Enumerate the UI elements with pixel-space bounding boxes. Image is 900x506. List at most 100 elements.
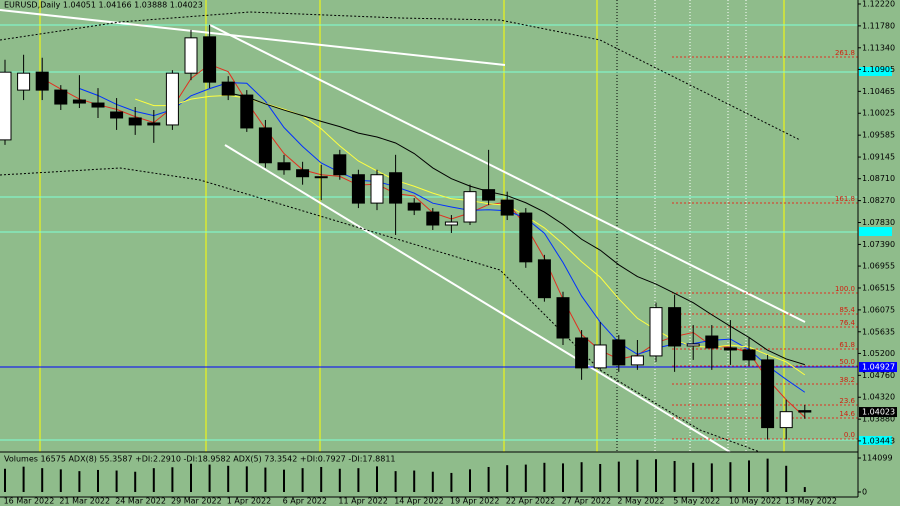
candle-body: [649, 307, 663, 357]
candle-body: [17, 72, 31, 91]
candle-body: [742, 349, 756, 361]
candle-body: [668, 307, 682, 347]
volume-bar: [22, 466, 25, 492]
fib-level-label: 38.2: [839, 376, 855, 384]
volume-bar: [580, 462, 583, 492]
price-marker: [859, 362, 897, 373]
y-tick-label: 1.03880: [862, 415, 895, 424]
candle-body: [444, 221, 458, 226]
fib-level-label: 14.6: [839, 410, 855, 418]
x-tick-label: 21 Mar 2022: [59, 497, 110, 506]
candle-body: [91, 102, 105, 108]
fib-level-label: 161.8: [835, 195, 855, 203]
candle-body: [165, 72, 179, 126]
volume-bar: [543, 462, 546, 492]
y-tick-label: 1.10905: [862, 65, 895, 74]
volume-bar: [4, 468, 6, 492]
candle-body: [761, 359, 775, 429]
y-tick-label: 1.07830: [862, 218, 895, 227]
candle-body: [519, 212, 533, 263]
trend-lines: [0, 9, 806, 453]
candle-body: [351, 174, 365, 204]
fib-level-label: 23.6: [839, 397, 855, 405]
moving-average: [228, 92, 805, 366]
fib-level-label: 261.8: [835, 49, 855, 57]
price-marker: [859, 407, 897, 418]
candle-body: [407, 202, 421, 211]
volume-bar: [710, 463, 713, 492]
x-tick-label: 13 May 2022: [785, 497, 837, 506]
candle-body: [426, 211, 440, 226]
volume-bar: [673, 461, 676, 492]
volume-bar: [301, 468, 304, 492]
candle-body: [277, 162, 291, 171]
volume-bar: [766, 458, 769, 492]
volume-bar: [171, 467, 174, 492]
fib-level-label: 0.0: [844, 431, 855, 439]
price-marker-label: 1.04023: [862, 408, 895, 417]
candle-body: [0, 71, 12, 141]
y-tick-label: 1.10465: [862, 87, 895, 96]
x-tick-label: 27 Apr 2022: [562, 497, 611, 506]
y-tick-label: 1.04320: [862, 393, 895, 402]
y-tick-label: 1.06955: [862, 262, 895, 271]
plot-area: [0, 24, 858, 440]
y-tick-label: 1.09145: [862, 153, 895, 162]
envelope-lines: [0, 11, 801, 453]
candle-body: [314, 176, 328, 179]
candle-body: [723, 347, 737, 351]
volume-bar: [208, 464, 211, 492]
candle-body: [593, 344, 607, 369]
volume-bar: [599, 463, 602, 492]
volume-bar: [264, 467, 267, 492]
volume-bar: [97, 469, 99, 492]
candle-body: [128, 117, 142, 126]
y-tick-label: 1.10025: [862, 109, 895, 118]
y-tick-label: 1.09585: [862, 131, 895, 140]
y-tick-label: 1.08710: [862, 174, 895, 183]
volume-bar: [748, 460, 750, 492]
x-tick-label: 24 Mar 2022: [115, 497, 166, 506]
candle-body: [500, 199, 514, 216]
volume-bar: [506, 465, 509, 492]
volume-bar: [692, 462, 695, 492]
candle-body: [537, 259, 551, 299]
volume-bar: [469, 469, 471, 492]
y-tick-label: 1.08270: [862, 196, 895, 205]
volume-bar: [655, 459, 657, 492]
volume-bar: [357, 468, 360, 492]
candle-body: [630, 355, 644, 366]
fib-level-label: 50.0: [839, 358, 855, 366]
y-tick-label: 1.05635: [862, 327, 895, 336]
volume-label: Volumes 16575 ADX(8) 55.3587 +DI:2.2910 …: [4, 455, 396, 464]
volume-bar: [78, 471, 81, 492]
candle-body: [333, 154, 347, 176]
volume-bar: [152, 468, 155, 492]
x-tick-label: 6 Apr 2022: [283, 497, 327, 506]
fib-level-label: 76.4: [839, 319, 855, 327]
candle-body: [203, 36, 217, 83]
volume-bar: [190, 463, 192, 492]
volume-bar: [450, 472, 453, 492]
volume-bar: [636, 459, 639, 492]
x-tick-label: 5 May 2022: [673, 497, 720, 506]
volume-bar: [134, 471, 137, 492]
volume-bar: [283, 469, 285, 492]
candle-body: [35, 71, 49, 91]
candle-body: [240, 94, 254, 129]
y-tick-label: 1.11340: [862, 43, 895, 52]
volume-bar: [394, 471, 397, 492]
y-tick-label: 1.06515: [862, 283, 895, 292]
volume-bar: [245, 466, 248, 492]
candle-body: [556, 297, 570, 339]
volume-bar: [115, 470, 118, 492]
volume-bar: [431, 471, 434, 492]
volume-bar: [227, 465, 230, 492]
y-tick-label: 1.07390: [862, 240, 895, 249]
chart-title: EURUSD,Daily 1.04051 1.04166 1.03888 1.0…: [4, 1, 203, 10]
candle-body: [72, 99, 86, 104]
candle-body: [575, 337, 589, 369]
y-tick-label: 1.05200: [862, 349, 895, 358]
x-tick-label: 1 Apr 2022: [227, 497, 271, 506]
